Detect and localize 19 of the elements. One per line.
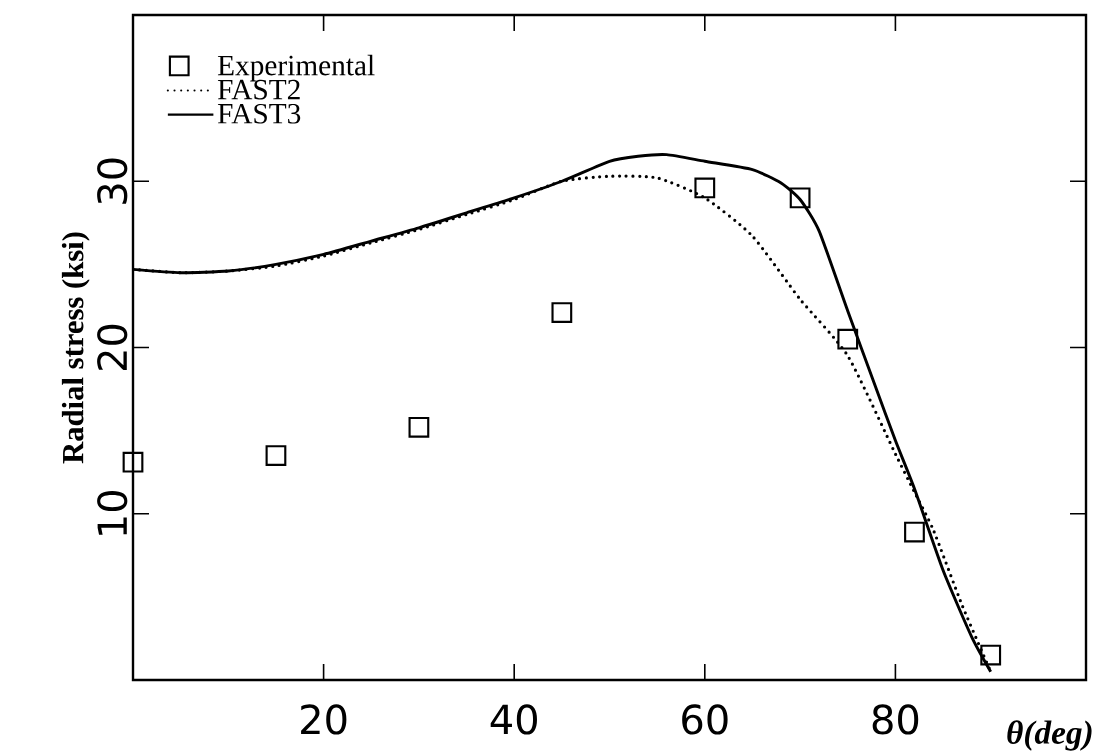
legend-label: FAST3 xyxy=(217,103,301,124)
x-tick-label: 40 xyxy=(490,704,537,735)
point xyxy=(980,644,1002,666)
y-tick-label: 30 xyxy=(97,158,128,204)
x-tick-label: 60 xyxy=(682,704,728,735)
y-tick-label: 10 xyxy=(97,490,128,535)
x-axis-title: θ(deg) xyxy=(1007,720,1092,751)
y-axis-title: Radial stress (ksi) xyxy=(61,232,90,464)
point xyxy=(551,302,573,323)
point xyxy=(265,445,287,466)
point xyxy=(837,328,859,350)
point xyxy=(694,177,716,199)
point xyxy=(904,521,925,543)
x-tick-label: 80 xyxy=(872,704,919,735)
point xyxy=(789,187,811,209)
point xyxy=(408,416,430,438)
point xyxy=(122,451,144,473)
x-tick-label: 20 xyxy=(301,704,347,735)
y-tick-label: 20 xyxy=(97,324,128,371)
